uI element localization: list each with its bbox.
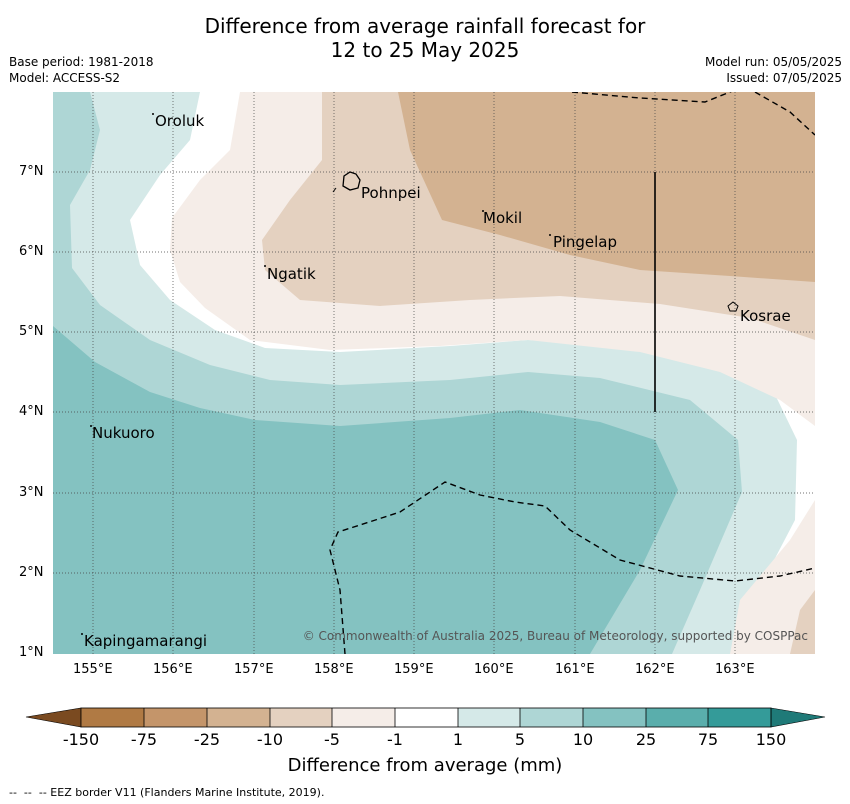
lat-label: 2°N xyxy=(19,565,44,580)
colorbar-extend-low xyxy=(25,707,82,728)
lon-label: 161°E xyxy=(555,662,595,677)
colorbar-label: 5 xyxy=(514,730,526,749)
colorbar-label: -75 xyxy=(130,730,158,749)
pohnpei-island-icon xyxy=(342,171,361,191)
eez-border xyxy=(329,92,815,654)
colorbar-label: -25 xyxy=(193,730,221,749)
place-mokil: Mokil xyxy=(483,209,523,227)
place-nukuoro: Nukuoro xyxy=(92,424,155,442)
place-kapingamarangi: Kapingamarangi xyxy=(84,632,208,650)
lat-label: 7°N xyxy=(19,164,44,179)
colorbar-label: -1 xyxy=(387,730,403,749)
colorbar-title: Difference from average (mm) xyxy=(287,755,563,776)
lat-label: 4°N xyxy=(19,404,44,419)
model-name: Model: ACCESS-S2 xyxy=(9,71,121,85)
lon-label: 162°E xyxy=(635,662,675,677)
lon-label: 156°E xyxy=(153,662,193,677)
colorbar-label: -150 xyxy=(62,730,100,749)
lat-label: 1°N xyxy=(19,645,44,660)
colorbar-label: 75 xyxy=(697,730,719,749)
colorbar-label: 25 xyxy=(635,730,657,749)
place-pingelap: Pingelap xyxy=(553,233,618,251)
colorbar-label: 10 xyxy=(572,730,594,749)
lon-label: 157°E xyxy=(234,662,274,677)
place-ngatik: Ngatik xyxy=(267,265,316,283)
lon-label: 159°E xyxy=(394,662,434,677)
eez-legend: -- -- -- EEZ border V11 (Flanders Marine… xyxy=(9,786,325,799)
colorbar-label: -5 xyxy=(324,730,340,749)
map-title-line2: 12 to 25 May 2025 xyxy=(330,38,520,62)
place-kosrae: Kosrae xyxy=(740,307,791,325)
place-markers xyxy=(81,113,551,635)
lat-label: 6°N xyxy=(19,244,44,259)
place-pohnpei: Pohnpei xyxy=(361,184,421,202)
issued-date: Issued: 07/05/2025 xyxy=(726,71,842,85)
lat-label: 3°N xyxy=(19,485,44,500)
colorbar-label: -10 xyxy=(256,730,284,749)
copyright-notice: © Commonwealth of Australia 2025, Bureau… xyxy=(302,629,808,643)
colorbar xyxy=(25,707,826,728)
model-run: Model run: 05/05/2025 xyxy=(704,55,842,69)
band-brown-25 xyxy=(398,92,815,282)
colorbar-label: 1 xyxy=(452,730,464,749)
lon-label: 158°E xyxy=(314,662,354,677)
colorbar-extend-high xyxy=(770,707,826,728)
lon-label: 155°E xyxy=(73,662,113,677)
map-title-line1: Difference from average rainfall forecas… xyxy=(204,14,646,38)
lat-label: 5°N xyxy=(19,324,44,339)
lon-label: 163°E xyxy=(715,662,755,677)
base-period: Base period: 1981-2018 xyxy=(9,55,154,69)
lon-label: 160°E xyxy=(474,662,514,677)
kosrae-island-icon xyxy=(727,301,739,312)
colorbar-label: 150 xyxy=(755,730,787,749)
place-oroluk: Oroluk xyxy=(155,112,205,130)
